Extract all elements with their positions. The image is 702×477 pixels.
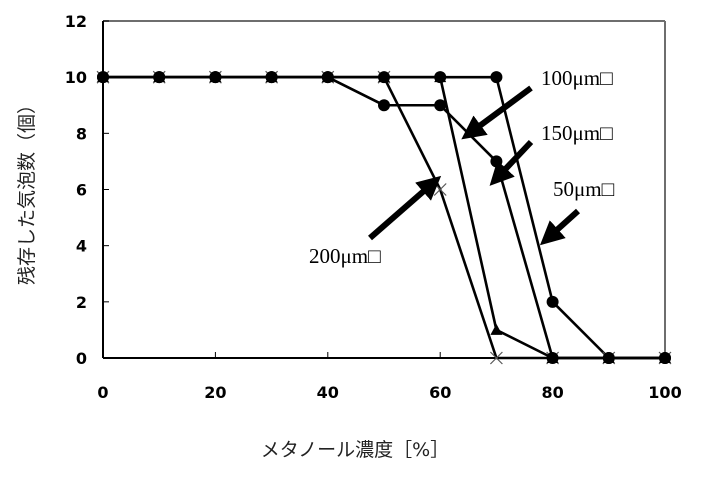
circle-marker [378,71,390,84]
series-line [103,75,665,360]
x-tick-label: 20 [204,383,226,402]
triangle-marker [490,323,503,335]
y-tick-label: 0 [76,349,87,368]
circle-marker [434,99,447,112]
x-tick-label: 100 [648,383,681,402]
y-tick-label: 8 [76,124,87,143]
annotation-label: 150μm□ [541,121,613,145]
y-tick-label: 2 [76,293,87,312]
annotation-label: 100μm□ [541,66,613,90]
circle-marker [97,71,109,84]
y-tick-label: 6 [76,181,87,200]
annotation-arrow [461,85,533,140]
circle-marker [490,155,503,168]
series-annotations: 100μm□ 150μm□ 50μm□ 200μm□ [309,66,615,268]
series-line [103,75,665,360]
y-tick-label: 4 [76,237,87,256]
annotation-label: 50μm□ [553,177,615,201]
axis-ticks: 0 20 40 60 80 100 0 2 4 6 8 10 12 [65,12,682,402]
circle-marker [434,71,447,84]
x-tick-label: 0 [97,383,108,402]
x-marker [433,183,447,196]
circle-marker [153,71,166,84]
circle-marker [546,352,559,364]
x-tick-label: 40 [317,383,339,402]
annotation-arrow [539,208,581,246]
annotation-arrow [368,175,442,241]
annotation-label: 200μm□ [309,244,381,268]
circle-marker [546,295,559,308]
y-axis-title: 残存した気泡数（個） [16,95,38,285]
series-line [103,75,665,360]
data-series [96,70,672,365]
circle-marker [209,71,222,84]
circle-marker [378,99,390,112]
x-tick-label: 60 [429,383,451,402]
circle-marker [602,352,615,364]
circle-marker [659,352,671,364]
y-tick-label: 10 [65,68,87,87]
circle-marker [321,71,334,84]
circle-marker [490,71,503,84]
y-tick-label: 12 [65,12,87,31]
circle-marker [265,71,278,84]
x-marker [489,351,503,365]
series-line [103,75,665,360]
x-axis-title: メタノール濃度［%］ [261,439,449,461]
x-tick-label: 80 [541,383,563,402]
annotation-arrow [489,139,534,186]
